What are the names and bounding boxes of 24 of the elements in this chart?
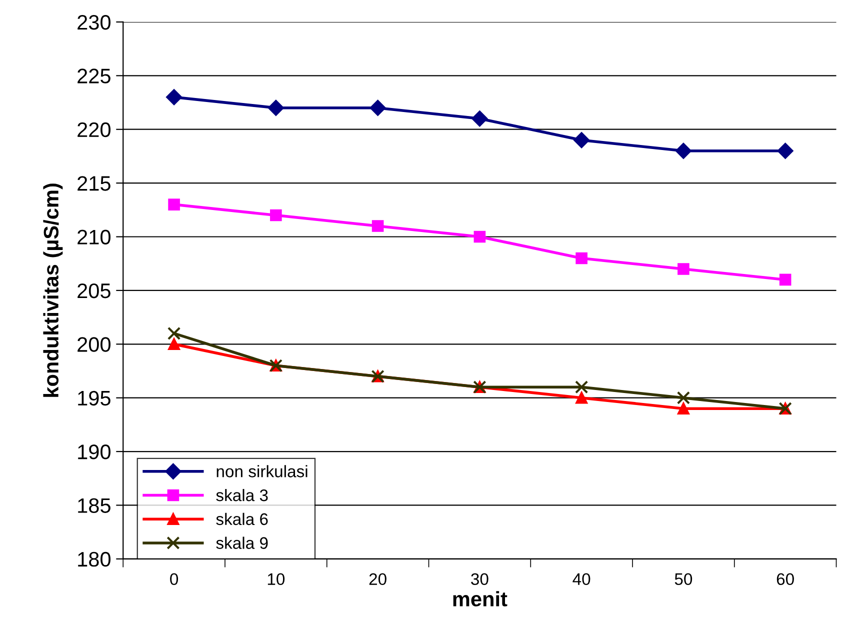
y-axis-title: konduktivitas (µS/cm)	[43, 184, 63, 397]
legend-label: non sirkulasi	[216, 465, 308, 478]
y-tick-label: 220	[78, 122, 110, 138]
y-tick-label: 215	[78, 176, 110, 191]
legend-label: skala 9	[216, 536, 268, 549]
x-tick-label: 0	[170, 573, 178, 586]
y-tick-label: 225	[78, 68, 110, 84]
y-tick-label: 210	[78, 230, 110, 245]
x-tick-label: 50	[674, 573, 692, 586]
y-tick-label: 195	[78, 390, 110, 406]
y-tick-label: 185	[78, 498, 110, 513]
x-tick-label: 30	[471, 573, 488, 586]
y-tick-label: 200	[78, 337, 110, 352]
y-tick-label: 180	[78, 552, 110, 567]
legend-label: skala 6	[216, 512, 268, 526]
x-axis-title: menit	[453, 591, 508, 606]
x-tick-label: 40	[572, 573, 590, 586]
y-tick-label: 230	[78, 14, 110, 30]
y-tick-label: 190	[78, 444, 110, 460]
x-tick-label: 20	[369, 573, 386, 586]
x-tick-label: 10	[268, 573, 285, 586]
y-tick-label: 205	[78, 283, 110, 298]
x-tick-label: 60	[776, 573, 794, 586]
legend-label: skala 3	[216, 488, 268, 502]
